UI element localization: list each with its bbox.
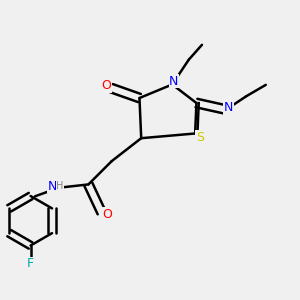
Text: O: O [101,79,111,92]
Text: N: N [224,101,233,115]
Text: O: O [103,208,112,221]
Text: N: N [48,180,57,193]
Text: F: F [27,257,34,270]
Text: H: H [56,181,64,191]
Text: S: S [196,131,204,144]
Text: N: N [169,75,178,88]
